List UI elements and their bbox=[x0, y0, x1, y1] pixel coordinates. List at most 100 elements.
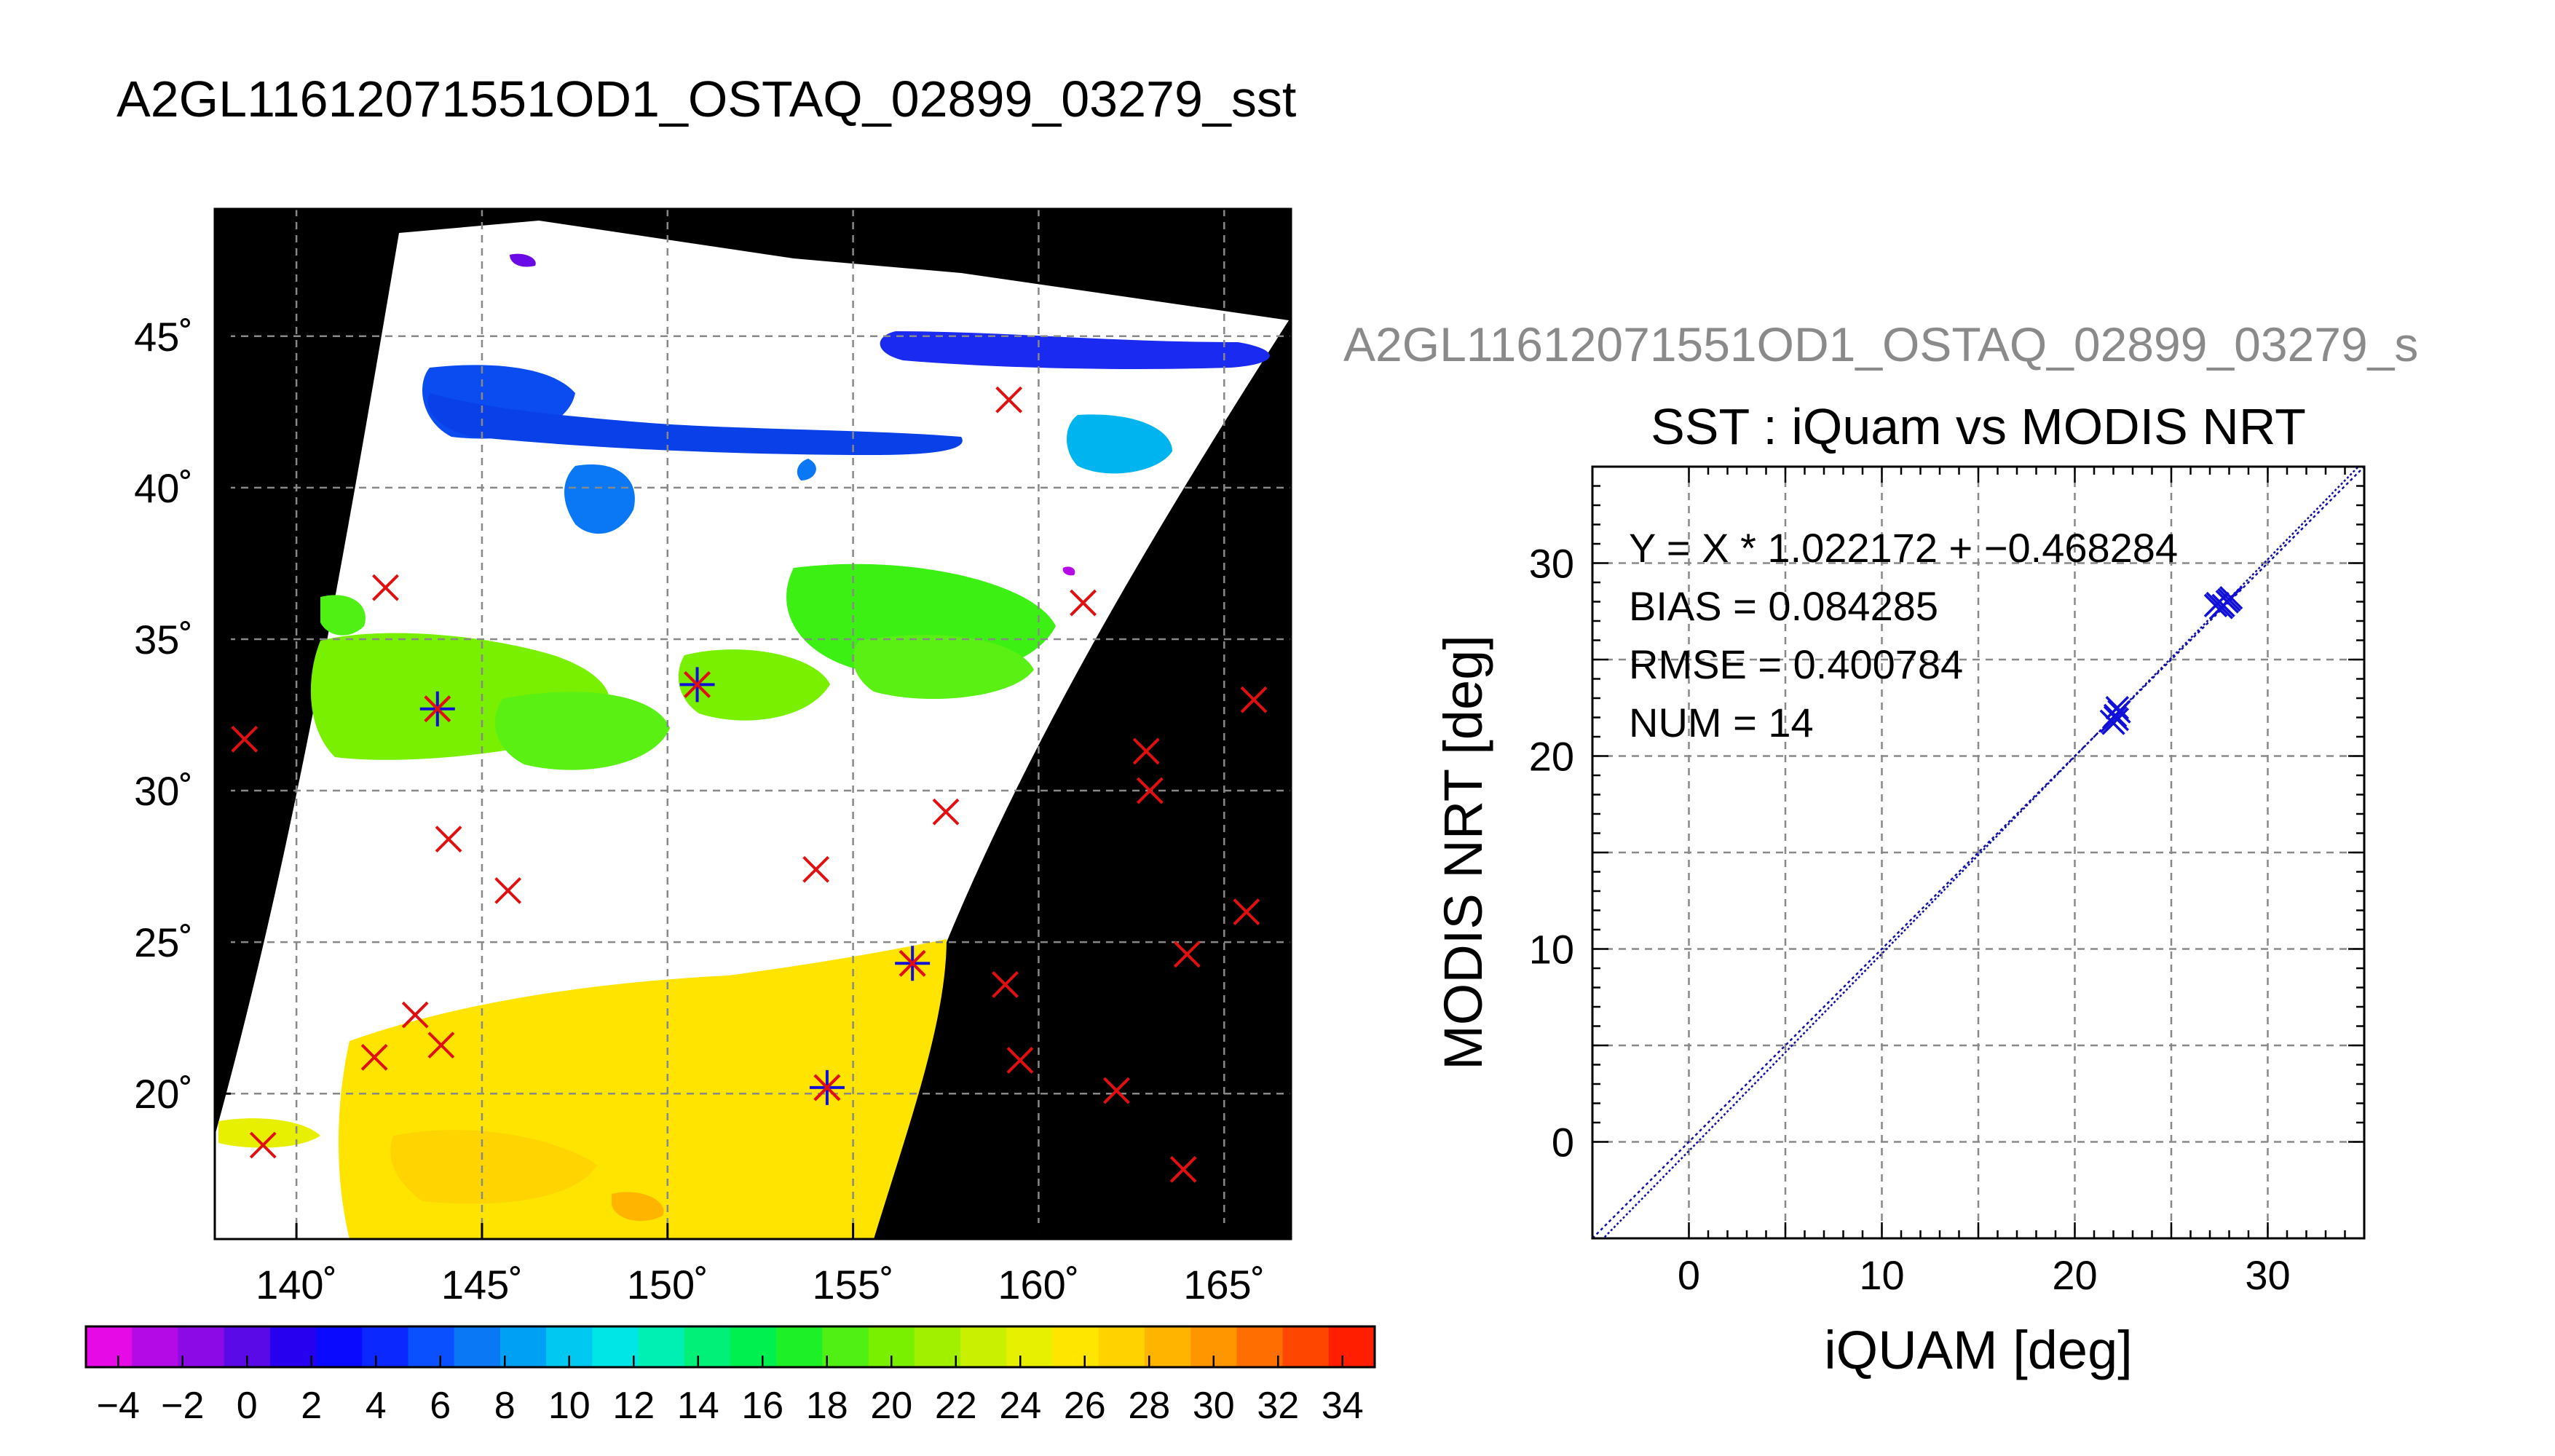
map-matchup-marker bbox=[895, 946, 931, 981]
map-y-tick-label: 30˚ bbox=[134, 768, 193, 814]
scatter-x-tick-label: 30 bbox=[2245, 1252, 2290, 1298]
map-red-marker bbox=[435, 826, 462, 853]
map-red-marker bbox=[1136, 777, 1164, 804]
map-red-marker bbox=[1103, 1077, 1130, 1104]
map-matchup-marker bbox=[419, 691, 455, 727]
scatter-points bbox=[2099, 585, 2243, 735]
map-red-marker-stroke-b bbox=[494, 877, 522, 904]
map-markers bbox=[231, 386, 1268, 1183]
colorbar-box bbox=[499, 1326, 547, 1367]
scatter-point bbox=[2103, 705, 2128, 729]
map-red-marker-stroke-b bbox=[1169, 1155, 1197, 1183]
map-red-marker-stroke-b bbox=[249, 1131, 277, 1159]
map-matchup-marker bbox=[809, 1069, 845, 1105]
scatter-point-stroke-b bbox=[2211, 593, 2235, 618]
stat-bias: BIAS = 0.084285 bbox=[1629, 583, 1938, 629]
colorbar-box bbox=[408, 1326, 455, 1367]
page-title: A2GL11612071551OD1_OSTAQ_02899_03279_sst bbox=[117, 71, 1296, 127]
scatter-x-tick-label: 10 bbox=[1859, 1252, 1904, 1298]
colorbar-tick-label: 34 bbox=[1322, 1385, 1364, 1427]
scatter-y-tick-label: 0 bbox=[1552, 1120, 1574, 1166]
colorbar-box bbox=[316, 1326, 363, 1367]
map-red-marker-stroke-b bbox=[360, 1043, 388, 1071]
map-red-marker-stroke-b bbox=[435, 826, 462, 853]
scatter-overlay-title: A2GL11612071551OD1_OSTAQ_02899_03279_s bbox=[1343, 317, 2418, 371]
colorbar-box bbox=[132, 1326, 179, 1367]
colorbar-box bbox=[269, 1326, 317, 1367]
swath-area bbox=[215, 221, 1289, 1239]
map-red-marker-stroke-b bbox=[802, 855, 830, 883]
colorbar-tick-label: −2 bbox=[161, 1385, 204, 1427]
map-red-marker-stroke-b bbox=[932, 798, 960, 826]
map-red-marker-stroke-b bbox=[372, 574, 399, 601]
colorbar-tick-label: 2 bbox=[301, 1385, 322, 1427]
map-red-marker bbox=[992, 970, 1019, 998]
map-red-marker bbox=[1233, 898, 1260, 925]
colorbar-boxes bbox=[86, 1326, 1375, 1367]
map-red-marker bbox=[1132, 737, 1160, 765]
colorbar-ticks: −4 −2 0 2 4 6 8 10 12 14 16 18 20 22 24 26 28 30 32 34 bbox=[97, 1356, 1364, 1427]
stat-fit: Y = X * 1.022172 + −0.468284 bbox=[1629, 525, 2178, 571]
map-red-marker bbox=[494, 877, 522, 904]
scatter-y-tick-label: 30 bbox=[1529, 541, 1574, 587]
map-matchup-cross bbox=[899, 949, 926, 977]
map-red-marker-stroke-b bbox=[995, 386, 1023, 414]
map-red-marker-stroke-b bbox=[401, 1001, 429, 1029]
colorbar-tick-label: 12 bbox=[612, 1385, 655, 1427]
map-y-tick-label: 20˚ bbox=[134, 1071, 193, 1117]
colorbar-box bbox=[592, 1326, 639, 1367]
map-red-marker bbox=[1240, 686, 1268, 713]
map-matchup-cross-stroke-b bbox=[424, 695, 451, 723]
colorbar-box bbox=[1144, 1326, 1191, 1367]
map-x-tick-label: 145˚ bbox=[441, 1262, 523, 1307]
colorbar-box bbox=[1006, 1326, 1054, 1367]
colorbar-tick-label: −4 bbox=[97, 1385, 140, 1427]
map-matchup-cross bbox=[813, 1074, 841, 1101]
colorbar-box bbox=[638, 1326, 685, 1367]
map-red-marker bbox=[932, 798, 960, 826]
colorbar-tick-label: 8 bbox=[494, 1385, 516, 1427]
scatter-x-tick-label: 0 bbox=[1678, 1252, 1700, 1298]
scatter-y-label: MODIS NRT [deg] bbox=[1433, 635, 1493, 1070]
map-y-tick-label: 45˚ bbox=[134, 314, 193, 360]
colorbar-box bbox=[914, 1326, 961, 1367]
scatter-axis-ticks: 0 10 20 30 0 10 20 30 bbox=[1529, 465, 2366, 1298]
map-red-marker-stroke-b bbox=[1006, 1047, 1034, 1074]
colorbar-tick-label: 22 bbox=[935, 1385, 977, 1427]
map-red-marker bbox=[372, 574, 399, 601]
colorbar-box bbox=[1236, 1326, 1284, 1367]
colorbar-box bbox=[776, 1326, 824, 1367]
map-y-ticks: 20˚ 25˚ 30˚ 35˚ 40˚ 45˚ bbox=[134, 314, 231, 1117]
map-y-tick-label: 25˚ bbox=[134, 919, 193, 965]
map-red-marker-stroke-b bbox=[1103, 1077, 1130, 1104]
map-red-marker bbox=[1070, 589, 1097, 617]
map-x-tick-label: 140˚ bbox=[256, 1262, 337, 1307]
colorbar-tick-label: 6 bbox=[430, 1385, 451, 1427]
map-red-marker-stroke-b bbox=[1233, 898, 1260, 925]
colorbar-box bbox=[86, 1326, 133, 1367]
colorbar-box bbox=[178, 1326, 225, 1367]
colorbar-box bbox=[960, 1326, 1007, 1367]
sst-features bbox=[218, 253, 1270, 1239]
colorbar-tick-label: 14 bbox=[677, 1385, 719, 1427]
map-red-marker-stroke-b bbox=[1136, 777, 1164, 804]
colorbar-tick-label: 0 bbox=[237, 1385, 258, 1427]
scatter-point bbox=[2107, 700, 2131, 724]
colorbar-tick-label: 10 bbox=[548, 1385, 591, 1427]
colorbar-box bbox=[454, 1326, 501, 1367]
map-red-marker-stroke-b bbox=[231, 725, 258, 753]
scatter-panel: A2GL11612071551OD1_OSTAQ_02899_03279_s S… bbox=[1343, 317, 2418, 1380]
colorbar-box bbox=[1098, 1326, 1145, 1367]
colorbar-box bbox=[362, 1326, 409, 1367]
colorbar-box bbox=[684, 1326, 731, 1367]
colorbar-tick-label: 4 bbox=[366, 1385, 387, 1427]
colorbar-box bbox=[822, 1326, 869, 1367]
scatter-title: SST : iQuam vs MODIS NRT bbox=[1651, 398, 2306, 455]
colorbar-tick-label: 18 bbox=[806, 1385, 848, 1427]
scatter-lines bbox=[1592, 467, 2364, 1238]
scatter-grid bbox=[1592, 465, 2366, 1238]
map-red-marker bbox=[360, 1043, 388, 1071]
map-y-tick-label: 35˚ bbox=[134, 617, 193, 662]
scatter-point-stroke-b bbox=[2103, 705, 2128, 729]
